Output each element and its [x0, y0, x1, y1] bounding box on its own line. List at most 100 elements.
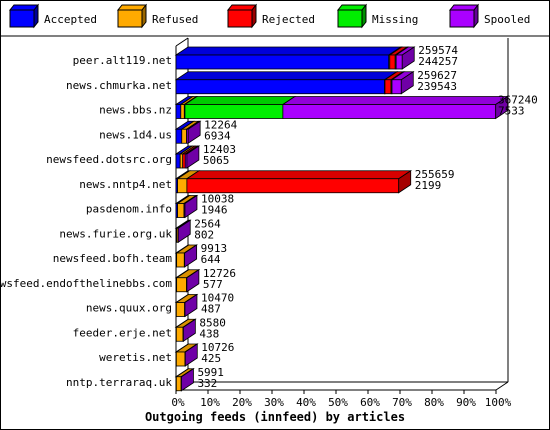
- row-label: newsfeed.dotsrc.org: [46, 153, 172, 166]
- row-label: news.furie.org.uk: [59, 227, 172, 240]
- row-label: peer.alt119.net: [73, 54, 172, 67]
- legend-item-rejected: Rejected: [226, 3, 315, 29]
- bar-row: [174, 71, 415, 95]
- row-labels: peer.alt119.net news.chmurka.net news.bbs.…: [0, 54, 172, 389]
- value-label-bottom: 244257: [418, 55, 458, 68]
- x-tick-label: 60%: [360, 396, 380, 409]
- x-tick-label: 40%: [296, 396, 316, 409]
- x-tick-label: 0%: [171, 396, 185, 409]
- row-label: pasdenom.info: [86, 203, 172, 216]
- legend-swatch: [337, 9, 363, 28]
- bar-segment-side: [182, 318, 196, 342]
- legend-swatch-top: [448, 4, 480, 11]
- bar-segment-accepted: [175, 79, 386, 95]
- value-label-bottom: 487: [201, 303, 221, 316]
- legend-label: Rejected: [262, 13, 315, 26]
- legend-label: Missing: [372, 13, 418, 26]
- row-label: feeder.erje.net: [73, 326, 172, 339]
- bar-segment-refused: [177, 203, 185, 218]
- legend-label: Spooled: [484, 13, 530, 26]
- bar-row: [174, 170, 413, 194]
- value-label-bottom: 802: [194, 228, 214, 241]
- bar-segment-accepted: [175, 54, 390, 70]
- bar-segment-side: [186, 269, 200, 293]
- x-tick-label: 50%: [328, 396, 348, 409]
- value-label-bottom: 7533: [498, 105, 525, 118]
- legend-item-missing: Missing: [336, 3, 418, 29]
- value-label-top: 2564: [194, 217, 221, 230]
- bar-segment-refused: [175, 351, 186, 367]
- bar-segment-rejected: [384, 79, 392, 95]
- value-label-bottom: 644: [201, 253, 221, 266]
- value-label-top: 259627: [417, 69, 457, 82]
- x-tick-label: 70%: [392, 396, 412, 409]
- x-tick-label: 80%: [424, 396, 444, 409]
- bar-segment-side: [186, 145, 200, 169]
- bar-segment-side: [184, 244, 198, 268]
- bar-row: [174, 145, 201, 169]
- value-label-top: 8580: [199, 316, 226, 329]
- value-label-top: 10038: [201, 193, 234, 206]
- legend-swatch-top: [226, 4, 258, 11]
- value-label-top: 10470: [201, 292, 234, 305]
- value-label-top: 9913: [201, 242, 228, 255]
- bar-segment-refused: [181, 128, 187, 144]
- value-label-bottom: 332: [197, 377, 217, 390]
- bar-segment-side: [184, 343, 198, 367]
- legend: Accepted Refused Rejected Missing Spooled: [8, 3, 530, 29]
- floor-edge-right: [495, 381, 509, 391]
- x-tick-label: 30%: [264, 396, 284, 409]
- bar-segment-accepted: [175, 104, 182, 119]
- bar-segment-side: [495, 95, 509, 120]
- value-label-bottom: 425: [201, 352, 221, 365]
- x-tick-label: 10%: [200, 396, 220, 409]
- bar-segment-refused: [175, 376, 182, 392]
- row-label: newsfeed.endofthelinebbs.com: [0, 277, 172, 290]
- bar-segment-side: [181, 368, 194, 392]
- value-label-bottom: 1946: [201, 204, 228, 217]
- row-label: news.1d4.us: [99, 128, 172, 141]
- bar-segment-refused: [175, 326, 184, 342]
- value-label-bottom: 6934: [204, 129, 231, 142]
- bar-row: [174, 368, 195, 392]
- legend-swatch: [117, 9, 143, 28]
- bar-segment-side: [177, 219, 191, 243]
- bar-segment-accepted: [175, 153, 181, 169]
- value-label-bottom: 5065: [203, 154, 230, 167]
- bar-segment-accepted: [175, 128, 183, 144]
- bar-row: [174, 194, 199, 219]
- bar-segment-top-accepted: [174, 46, 403, 56]
- x-tick-label: 100%: [485, 396, 512, 409]
- bar-row: [174, 293, 199, 318]
- legend-label: Accepted: [44, 13, 97, 26]
- legend-swatch-top: [336, 4, 368, 11]
- bar-segment-refused: [176, 277, 187, 293]
- bar-segment-refused: [177, 178, 188, 194]
- row-label: news.nntp4.net: [79, 178, 172, 191]
- value-labels: 2595742442572596272395433672407533122646…: [194, 44, 538, 390]
- bar-segment-spooled: [282, 104, 497, 119]
- row-label: news.bbs.nz: [99, 104, 172, 117]
- row-label: weretis.net: [99, 351, 172, 364]
- bar-segment-top-spooled: [281, 96, 510, 105]
- bar-segment-rejected: [389, 54, 396, 70]
- bar-segment-side: [184, 194, 198, 219]
- bar-segment-side: [184, 293, 198, 318]
- bar-segment-refused: [175, 302, 186, 317]
- bar-row: [174, 318, 197, 342]
- top-edge-left: [175, 37, 189, 47]
- value-label-bottom: 438: [199, 327, 219, 340]
- bar-row: [174, 120, 202, 144]
- bars: [174, 46, 510, 392]
- legend-item-spooled: Spooled: [448, 3, 530, 29]
- bar-row: [174, 46, 416, 70]
- value-label-bottom: 2199: [415, 179, 442, 192]
- value-label-bottom: 239543: [417, 80, 457, 93]
- bar-segment-top-missing: [183, 96, 297, 105]
- x-tick-label: 90%: [456, 396, 476, 409]
- bar-segment-refused: [176, 252, 185, 268]
- bar-segment-side: [400, 71, 414, 95]
- value-label-top: 255659: [415, 168, 455, 181]
- bar-segment-spooled: [395, 54, 403, 70]
